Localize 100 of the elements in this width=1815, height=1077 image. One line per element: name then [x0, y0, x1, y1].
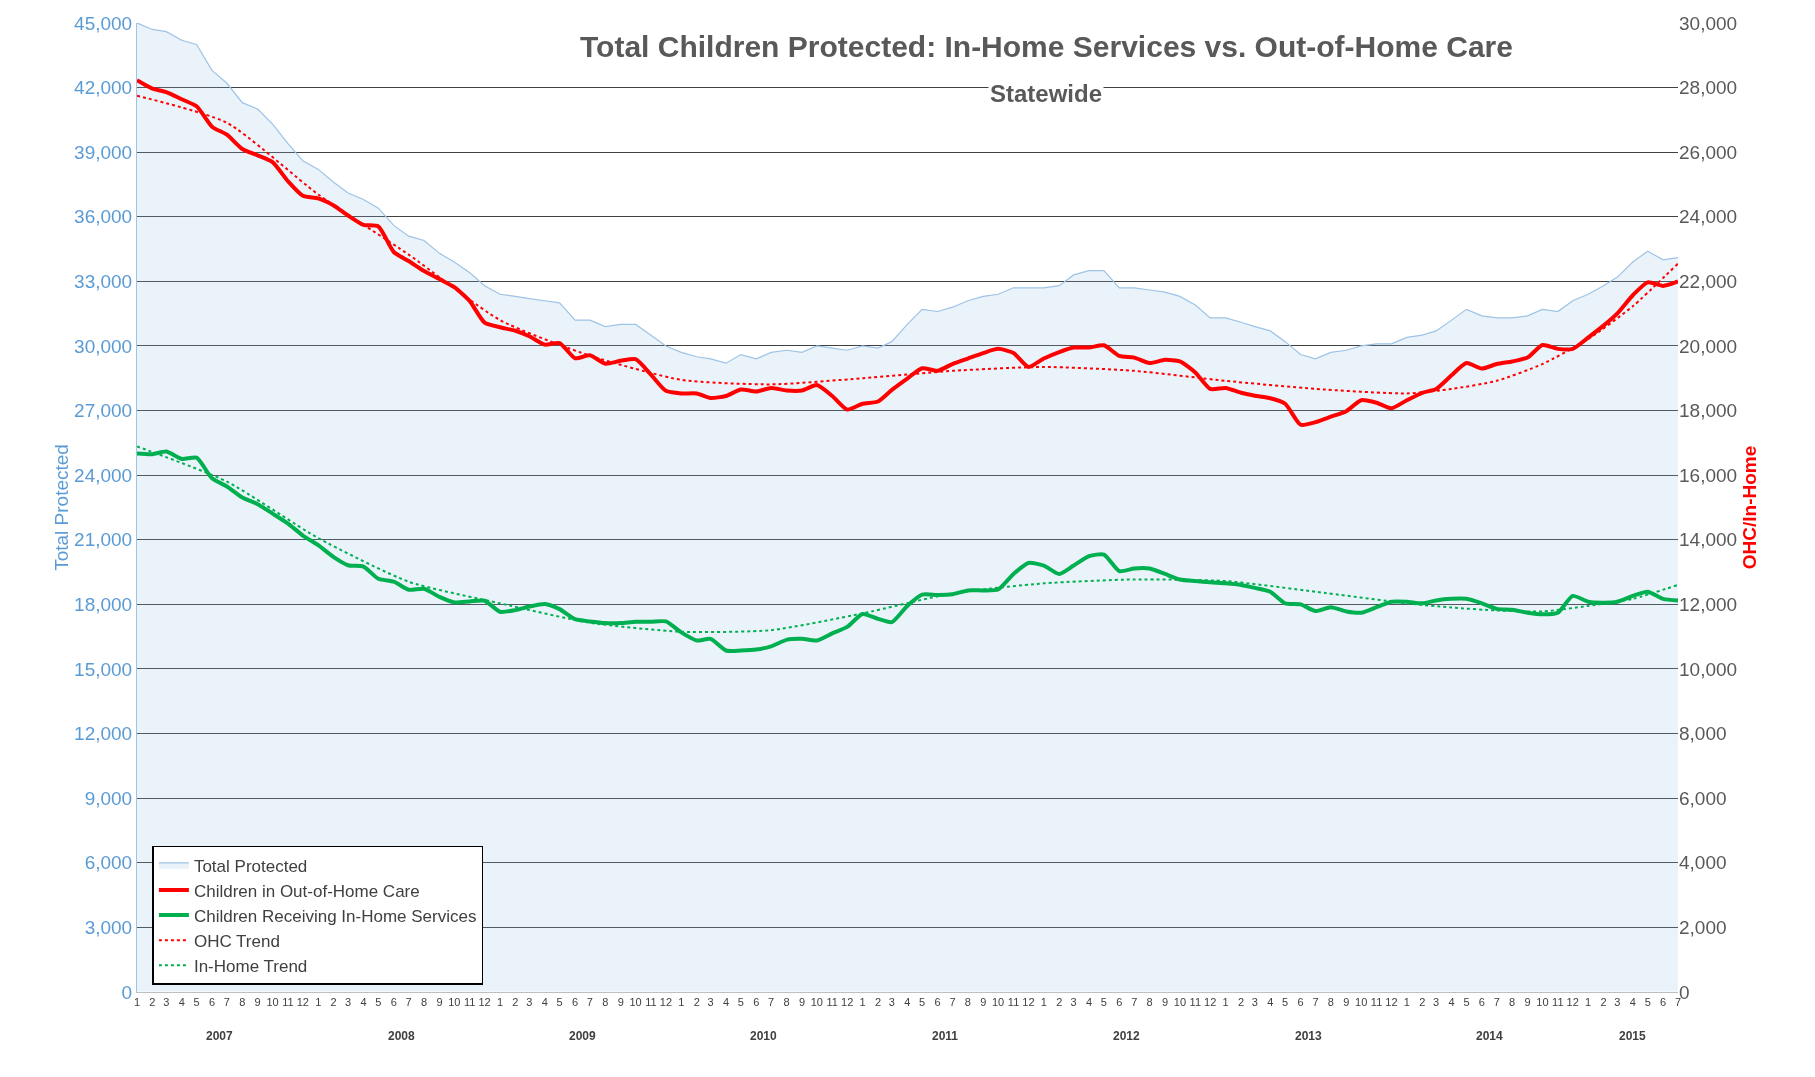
x-tick-label: 2 [1056, 996, 1063, 1009]
x-tick-label: 11 [1007, 996, 1020, 1009]
x2-tick-label: 2007 [206, 1029, 234, 1043]
x-tick-label: 9 [980, 996, 987, 1009]
x-tick-label: 9 [617, 996, 624, 1009]
x-tick-label: 1 [1222, 996, 1229, 1009]
x2-tick-label: 2014 [1476, 1029, 1504, 1043]
y-tick-label: 3,000 [84, 916, 133, 938]
x-tick-label: 6 [571, 996, 579, 1009]
x-tick-label: 8 [1146, 996, 1153, 1009]
x-tick-label: 8 [1509, 996, 1516, 1009]
x-tick-label: 1 [315, 996, 322, 1009]
y2-tick-label: 20,000 [1679, 335, 1738, 357]
x-tick-label: 5 [556, 996, 563, 1009]
legend-label: Total Protected [193, 856, 308, 876]
x-tick-label: 5 [193, 996, 200, 1009]
y-tick-label: 45,000 [74, 12, 133, 34]
x-tick-label: 1 [859, 996, 866, 1009]
y-tick-label: 6,000 [84, 852, 133, 874]
x-tick-label: 10 [992, 996, 1005, 1009]
y2-tick-label: 16,000 [1679, 464, 1738, 486]
x-tick-label: 12 [659, 996, 673, 1009]
x-tick-label: 5 [737, 996, 744, 1009]
y2-tick-label: 6,000 [1679, 787, 1727, 809]
x-tick-label: 12 [296, 996, 309, 1009]
x-tick-label: 2 [330, 996, 337, 1009]
legend-label: OHC Trend [193, 931, 280, 951]
x-tick-label: 10 [629, 996, 642, 1009]
x-tick-label: 2 [512, 996, 519, 1009]
x-tick-label: 9 [1524, 996, 1531, 1009]
x-tick-label: 9 [254, 996, 261, 1009]
y2-tick-label: 24,000 [1679, 206, 1738, 228]
x-tick-label: 6 [1478, 996, 1485, 1009]
x-tick-label: 1 [1040, 996, 1047, 1009]
x-tick-label: 6 [753, 996, 760, 1009]
x-tick-label: 12 [478, 996, 491, 1009]
y-tick-label: 42,000 [74, 77, 133, 99]
x-tick-label: 10 [1355, 996, 1368, 1009]
x-tick-label: 4 [904, 996, 911, 1009]
x-tick-label: 1 [496, 996, 504, 1009]
y2-tick-label: 26,000 [1679, 141, 1738, 163]
x-tick-label: 12 [1385, 996, 1398, 1009]
y-tick-label: 18,000 [74, 593, 133, 615]
x-tick-label: 2 [1419, 996, 1426, 1009]
y-tick-label: 21,000 [74, 529, 133, 551]
x2-tick-label: 2011 [932, 1029, 959, 1043]
x-tick-label: 6 [1660, 996, 1667, 1009]
y2-tick-label: 4,000 [1679, 852, 1727, 874]
x-tick-label: 3 [1614, 996, 1621, 1009]
x2-tick-label: 2010 [750, 1029, 778, 1043]
y2-tick-label: 10,000 [1679, 658, 1738, 680]
text: Statewide [990, 80, 1103, 107]
y2-tick-label: 2,000 [1679, 916, 1727, 938]
x-tick-label: 7 [1493, 996, 1500, 1009]
x2-tick-label: 2012 [1113, 1029, 1141, 1043]
y2-tick-label: 0 [1679, 981, 1690, 1003]
x-tick-label: 3 [707, 996, 714, 1009]
x-tick-label: 8 [602, 996, 609, 1009]
x-tick-label: 8 [783, 996, 790, 1009]
y-tick-label: 36,000 [74, 206, 133, 228]
x-tick-label: 1 [1585, 996, 1592, 1009]
x-tick-label: 4 [178, 996, 185, 1009]
x-tick-label: 3 [1070, 996, 1077, 1009]
y-tick-label: 12,000 [74, 723, 133, 745]
y-tick-label: 39,000 [74, 141, 133, 163]
x-tick-label: 3 [1251, 996, 1258, 1009]
x-tick-label: 6 [208, 996, 216, 1009]
y2-axis-title: OHC/In-Home [1739, 445, 1761, 570]
x-tick-label: 12 [1022, 996, 1035, 1009]
x-tick-label: 11 [1370, 996, 1383, 1009]
y2-tick-label: 14,000 [1679, 529, 1738, 551]
x-tick-label: 4 [360, 996, 367, 1009]
x-tick-label: 7 [586, 996, 593, 1009]
x-tick-label: 4 [1267, 996, 1274, 1009]
x-tick-label: 10 [810, 996, 823, 1009]
x-tick-label: 5 [1463, 996, 1470, 1009]
y-tick-label: 33,000 [74, 271, 133, 293]
legend-label: Children in Out-of-Home Care [193, 881, 420, 901]
x-tick-label: 5 [375, 996, 382, 1009]
y-tick-label: 30,000 [74, 335, 133, 357]
y2-tick-label: 30,000 [1679, 12, 1738, 34]
y-tick-label: 24,000 [74, 464, 133, 486]
x-tick-label: 12 [1204, 996, 1217, 1009]
legend-label: Children Receiving In-Home Services [193, 906, 477, 926]
x-tick-label: 2 [1237, 996, 1245, 1009]
x-tick-label: 11 [1189, 996, 1201, 1009]
x-tick-label: 3 [526, 996, 533, 1009]
x-tick-label: 5 [1100, 996, 1107, 1009]
legend-label: In-Home Trend [193, 956, 308, 976]
y-axis-title: Total Protected [51, 444, 73, 571]
x-tick-label: 9 [798, 996, 806, 1009]
x-tick-label: 4 [1448, 996, 1455, 1009]
chart-title: Total Children Protected: In-Home Services vs. Out-of-Home Care [580, 30, 1513, 63]
x-tick-label: 2 [1600, 996, 1607, 1009]
y2-tick-label: 8,000 [1679, 723, 1727, 745]
x-tick-label: 10 [1536, 996, 1549, 1009]
x-tick-label: 2 [874, 996, 882, 1009]
x2-tick-label: 2008 [388, 1029, 416, 1043]
x-tick-label: 6 [1116, 996, 1123, 1009]
x-tick-label: 4 [1085, 996, 1093, 1009]
